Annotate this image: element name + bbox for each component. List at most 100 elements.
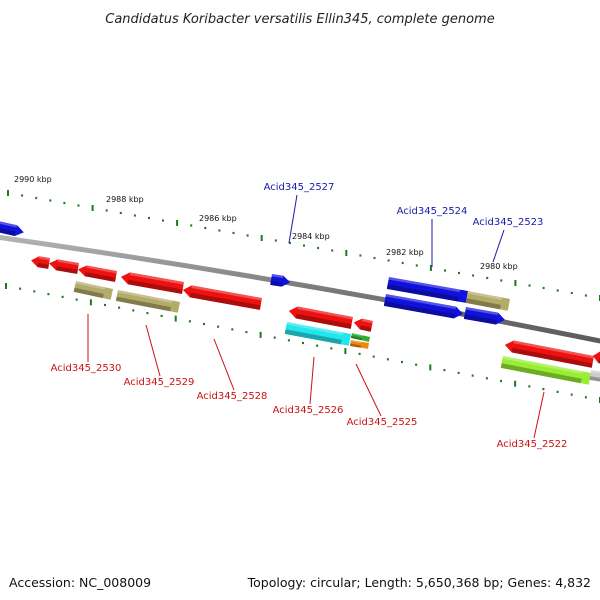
gene-arrow-forward [270, 274, 291, 287]
gene-arrow-reverse [288, 306, 354, 329]
gene-arrow-forward-shine [271, 274, 284, 279]
gene-arrow-forward [463, 307, 505, 325]
scale-tick-lower [132, 309, 135, 312]
scale-tick-upper [91, 205, 94, 211]
gene-arrow-reverse [78, 265, 117, 282]
gene-arrow-reverse-shadow [127, 279, 183, 294]
scale-tick-lower [542, 388, 545, 391]
scale-tick-upper [429, 265, 432, 271]
scale-tick-lower [245, 331, 248, 334]
gene-arrow-reverse-shine [286, 322, 344, 336]
gene-arrow-reverse [592, 351, 600, 365]
scale-tick-upper [232, 231, 235, 235]
scale-tick-upper [148, 216, 150, 220]
gene-label-forward[interactable]: Acid345_2527 [264, 182, 335, 193]
scale-tick-lower [75, 298, 78, 301]
gene-arrow-reverse [73, 281, 114, 300]
scale-tick-upper [49, 199, 52, 202]
scale-tick-upper [7, 190, 9, 196]
scale-tick-lower [5, 283, 7, 289]
genome-summary-text: Topology: circular; Length: 5,650,368 bp… [247, 575, 591, 590]
scale-tick-lower [174, 315, 177, 322]
scale-tick-lower [61, 295, 64, 298]
scale-tick-upper [317, 246, 320, 250]
gene-arrow-reverse-shine [351, 333, 363, 337]
scale-tick-upper [288, 241, 291, 245]
gene-arrow-forward-shadow [0, 226, 16, 236]
scale-tick-lower [485, 377, 488, 380]
scale-tick-upper [303, 244, 305, 247]
leader-line-Acid345_2527 [288, 194, 298, 244]
scale-labels: 2990 kbp 2988 kbp 2986 kbp 2984 kbp 2982 kbp… [14, 175, 518, 271]
scale-tick-upper [190, 224, 193, 227]
gene-arrow-reverse-shine [590, 370, 600, 374]
gene-arrow-reverse-shadow [350, 343, 362, 348]
scale-tick-lower [118, 306, 121, 309]
gene-arrow-reverse [115, 290, 181, 313]
gene-arrow-forward [0, 220, 24, 236]
scale-ticks [5, 190, 600, 403]
gene-arrow-reverse [120, 272, 185, 294]
scale-tick-lower [401, 360, 403, 364]
scale-tick-upper [401, 261, 404, 265]
gene-arrow-forward [386, 277, 468, 303]
scale-tick-lower [104, 303, 106, 307]
scale-tick-upper [35, 196, 38, 200]
scale-tick-upper [63, 201, 66, 205]
scale-label-2988-kbp: 2988 kbp [106, 195, 144, 204]
scale-label-2990-kbp: 2990 kbp [14, 175, 52, 184]
scale-tick-lower [217, 325, 220, 328]
gene-arrow-reverse-shadow [115, 296, 171, 312]
leader-line-Acid345_2525 [355, 363, 382, 417]
scale-tick-upper [176, 220, 179, 226]
gene-labels: Acid345_2527 Acid345_2524 Acid345_2523 Acid… [51, 182, 568, 450]
gene-arrow-reverse-shadow [73, 287, 104, 299]
gene-label-reverse[interactable]: Acid345_2522 [497, 439, 568, 450]
scale-tick-lower [160, 314, 163, 317]
scale-tick-lower [415, 363, 418, 366]
scale-tick-lower [203, 322, 205, 326]
scale-tick-upper [514, 280, 517, 286]
scale-tick-upper [331, 249, 334, 252]
gene-arrow-reverse-shadow [511, 347, 593, 368]
scale-tick-lower [584, 396, 587, 399]
scale-tick-upper [570, 291, 573, 295]
gene-arrow-reverse-shine [513, 340, 594, 359]
scale-tick-lower [287, 339, 290, 342]
scale-tick-lower [344, 348, 347, 355]
gene-arrow-reverse-shadow [37, 262, 49, 269]
scale-tick-lower [358, 352, 361, 355]
gene-arrow-reverse [353, 318, 374, 332]
gene-arrow-forward-shine [467, 291, 503, 301]
genome-title: Candidatus Koribacter versatilis Ellin34… [105, 12, 494, 27]
gene-arrow-reverse-shadow [189, 292, 261, 310]
scale-tick-lower [330, 347, 333, 350]
genome-backbone [0, 234, 600, 344]
gene-arrow-forward-shine [388, 277, 461, 293]
gene-arrow-reverse-shadow [84, 272, 116, 282]
scale-tick-upper [133, 214, 136, 217]
scale-tick-lower [372, 355, 375, 358]
scale-tick-upper [584, 294, 587, 297]
gene-label-reverse[interactable]: Acid345_2530 [51, 363, 122, 374]
scale-tick-lower [471, 374, 474, 377]
gene-label-reverse[interactable]: Acid345_2526 [273, 405, 344, 416]
gene-arrow-reverse-shine [361, 318, 374, 324]
gene-label-reverse[interactable]: Acid345_2525 [347, 417, 418, 428]
gene-label-forward[interactable]: Acid345_2524 [397, 206, 468, 217]
scale-tick-lower [500, 379, 502, 383]
gene-arrow-reverse-shine [297, 306, 353, 320]
gene-label-reverse[interactable]: Acid345_2528 [197, 391, 268, 402]
scale-label-2982-kbp: 2982 kbp [386, 248, 424, 257]
gene-label-reverse[interactable]: Acid345_2529 [124, 377, 195, 388]
scale-label-2984-kbp: 2984 kbp [292, 232, 330, 241]
leader-line-Acid345_2526 [309, 356, 315, 405]
scale-tick-upper [246, 234, 249, 237]
scale-tick-lower [457, 371, 460, 374]
scale-tick-lower [570, 393, 573, 396]
scale-tick-upper [486, 276, 489, 280]
scale-tick-upper [162, 219, 164, 222]
gene-arrow-reverse-shadow [359, 325, 372, 332]
gene-label-forward[interactable]: Acid345_2523 [473, 217, 544, 228]
